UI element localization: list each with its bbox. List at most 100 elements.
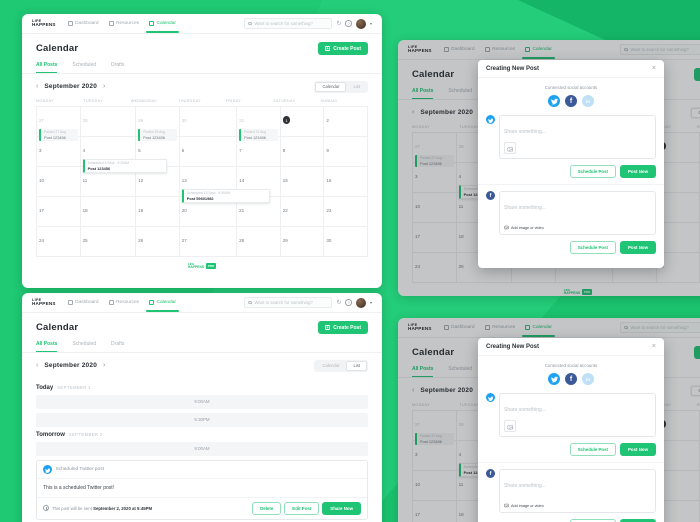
facebook-account-icon[interactable]: f <box>565 373 577 385</box>
post-chip[interactable]: Posted 27 Aug Post 123456 <box>415 154 454 167</box>
time-slot[interactable]: 9:00AM <box>36 441 368 456</box>
share-now-button[interactable]: Share Now <box>322 501 361 515</box>
toggle-calendar[interactable]: Calendar <box>691 385 700 396</box>
toggle-calendar[interactable]: Calendar <box>322 363 340 368</box>
add-image-or-video-button[interactable]: Add image or video <box>504 503 544 509</box>
nav-dashboard[interactable]: Dashboard <box>67 293 99 312</box>
calendar-day-cell[interactable]: 30 <box>324 226 368 257</box>
calendar-day-cell[interactable]: 16 <box>324 166 368 197</box>
nav-calendar[interactable]: Calendar <box>522 40 555 59</box>
tab-scheduled[interactable]: Scheduled <box>448 88 473 94</box>
calendar-day-cell[interactable]: 3 <box>413 440 457 471</box>
prev-month-button[interactable]: ‹ <box>412 109 415 116</box>
prev-month-button[interactable]: ‹ <box>36 362 39 369</box>
calendar-day-cell[interactable]: 17 <box>37 196 81 227</box>
add-image-button[interactable] <box>504 420 516 432</box>
calendar-day-cell[interactable]: 30 <box>179 106 238 137</box>
calendar-day-cell[interactable]: 24 <box>413 252 457 283</box>
calendar-day-cell[interactable]: 25 <box>80 226 137 257</box>
calendar-day-cell[interactable]: 3 <box>37 136 81 167</box>
create-post-button[interactable]: + Create Post <box>317 321 368 334</box>
post-chip[interactable]: Posted 27 Aug Post 123456 <box>39 128 78 141</box>
calendar-day-cell[interactable]: 27 Posted 27 Aug Post 123456 <box>413 132 457 167</box>
calendar-day-cell[interactable]: 15 <box>280 166 325 197</box>
calendar-day-cell[interactable]: 1 <box>280 106 325 137</box>
help-icon[interactable]: ? <box>345 20 352 27</box>
twitter-post-input[interactable]: Share something... <box>499 115 656 159</box>
nav-resources[interactable]: Resources <box>484 40 515 59</box>
search-input[interactable]: Want to search for something? <box>244 297 333 308</box>
tab-drafts[interactable]: Drafts <box>111 62 125 68</box>
nav-dashboard[interactable]: Dashboard <box>443 318 475 337</box>
calendar-day-cell[interactable]: 11 <box>80 166 137 197</box>
calendar-day-cell[interactable]: 10 <box>413 192 457 223</box>
search-input[interactable]: Want to search for something? <box>244 18 333 29</box>
schedule-post-button[interactable]: Schedule Post <box>569 519 616 522</box>
close-icon[interactable]: × <box>651 65 656 72</box>
tab-all-posts[interactable]: All Posts <box>412 88 434 99</box>
delete-button[interactable]: Delete <box>252 501 282 515</box>
facebook-post-input[interactable]: Share something... Add image or video <box>499 191 656 235</box>
sync-icon[interactable]: ↻ <box>336 299 342 306</box>
search-input[interactable]: Want to search for something? <box>620 322 700 333</box>
nav-resources[interactable]: Resources <box>484 318 515 337</box>
create-post-button[interactable]: + Create Post <box>693 68 700 81</box>
nav-calendar[interactable]: Calendar <box>146 14 179 33</box>
nav-resources[interactable]: Resources <box>108 14 139 33</box>
tab-drafts[interactable]: Drafts <box>111 341 125 347</box>
post-now-button[interactable]: Post Now <box>619 165 656 178</box>
calendar-day-cell[interactable]: 3 <box>413 162 457 193</box>
user-avatar[interactable] <box>355 297 366 308</box>
chevron-down-icon[interactable]: ▾ <box>369 300 372 305</box>
edit-post-button[interactable]: Edit Post <box>284 501 320 515</box>
calendar-day-cell[interactable]: 27 <box>179 226 238 257</box>
nav-calendar[interactable]: Calendar <box>146 293 179 312</box>
calendar-day-cell[interactable]: 28 <box>237 226 281 257</box>
calendar-day-cell[interactable]: 29 <box>280 226 325 257</box>
calendar-day-cell[interactable]: 10 <box>413 470 457 501</box>
calendar-day-cell[interactable]: 23 <box>324 196 368 227</box>
chevron-down-icon[interactable]: ▾ <box>369 21 372 26</box>
calendar-day-cell[interactable]: 27 Posted 27 Aug Post 123456 <box>37 106 81 141</box>
tab-scheduled[interactable]: Scheduled <box>448 366 473 372</box>
calendar-day-cell[interactable]: 17 <box>413 500 457 522</box>
tab-all-posts[interactable]: All Posts <box>412 366 434 377</box>
create-post-button[interactable]: + Create Post <box>317 42 368 55</box>
time-slot[interactable]: 9:00AM <box>36 394 368 409</box>
schedule-post-button[interactable]: Schedule Post <box>569 165 616 178</box>
calendar-day-cell[interactable]: 21 <box>237 196 281 227</box>
toggle-list[interactable]: List <box>353 84 360 89</box>
time-slot[interactable]: 5:30PM <box>36 412 368 427</box>
calendar-day-cell[interactable]: 18 <box>80 196 137 227</box>
next-month-button[interactable]: › <box>103 362 106 369</box>
calendar-day-cell[interactable]: 6 <box>179 136 238 167</box>
calendar-day-cell[interactable]: 27 Posted 27 Aug Post 123456 <box>413 410 457 445</box>
post-now-button[interactable]: Post Now <box>619 241 656 254</box>
next-month-button[interactable]: › <box>103 83 106 90</box>
post-now-button[interactable]: Post Now <box>619 443 656 456</box>
sync-icon[interactable]: ↻ <box>336 20 342 27</box>
nav-dashboard[interactable]: Dashboard <box>443 40 475 59</box>
tab-scheduled[interactable]: Scheduled <box>72 341 97 347</box>
schedule-post-button[interactable]: Schedule Post <box>569 443 616 456</box>
calendar-day-cell[interactable]: 24 <box>37 226 81 257</box>
schedule-post-button[interactable]: Schedule Post <box>569 241 616 254</box>
post-chip[interactable]: Posted 27 Aug Post 123456 <box>415 432 454 445</box>
calendar-day-cell[interactable]: 8 <box>280 136 325 167</box>
nav-dashboard[interactable]: Dashboard <box>67 14 99 33</box>
create-post-button[interactable]: + Create Post <box>693 346 700 359</box>
twitter-account-icon[interactable] <box>548 95 560 107</box>
twitter-post-input[interactable]: Share something... <box>499 393 656 437</box>
tab-scheduled[interactable]: Scheduled <box>72 62 97 68</box>
prev-month-button[interactable]: ‹ <box>36 83 39 90</box>
toggle-calendar[interactable]: Calendar <box>315 81 347 92</box>
calendar-day-cell[interactable]: 22 <box>280 196 325 227</box>
